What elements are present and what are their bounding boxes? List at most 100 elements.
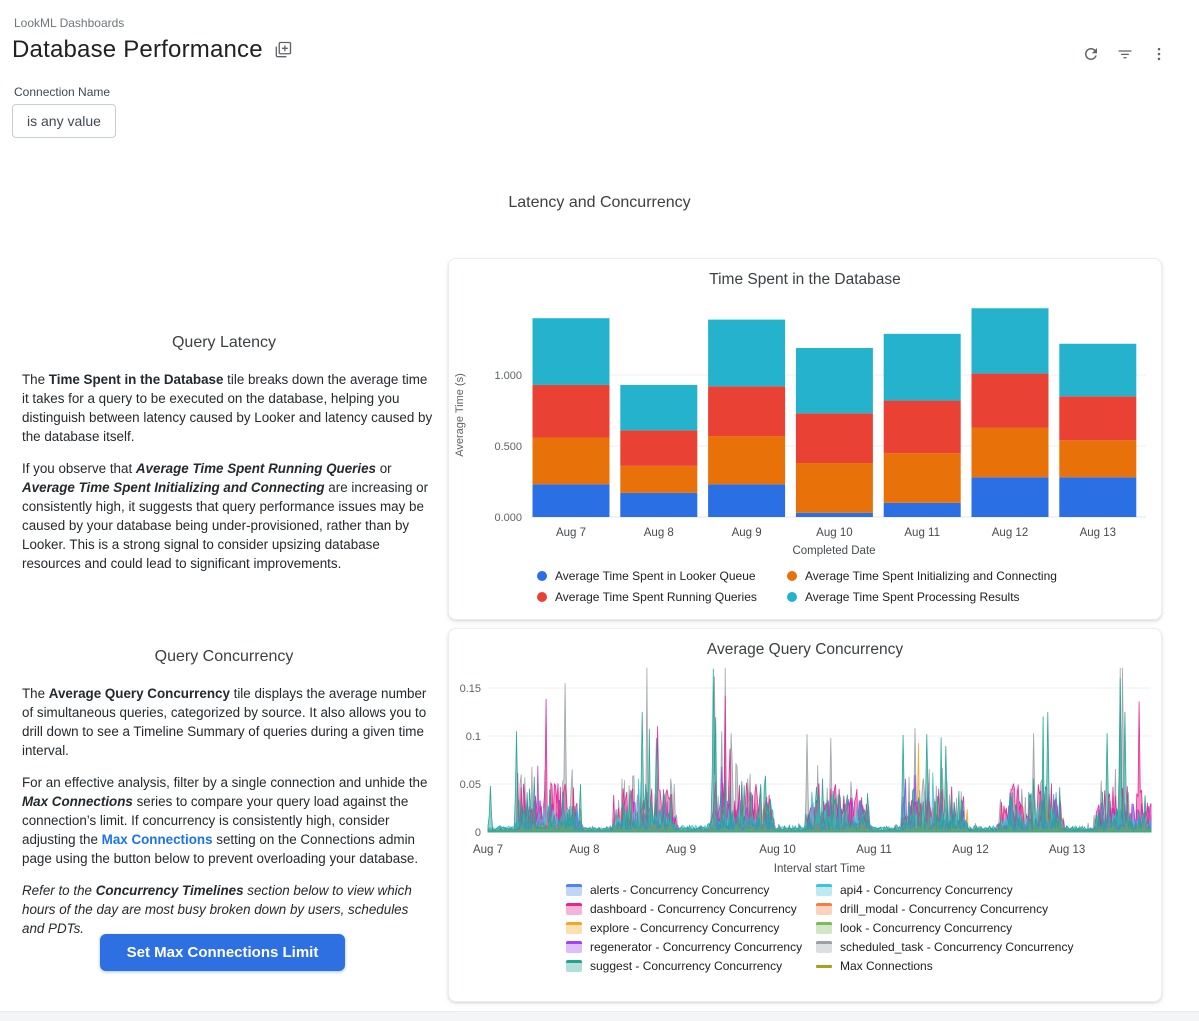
bar-segment-average-time-spent-running-queries[interactable] [532, 384, 610, 438]
legend-swatch [816, 922, 832, 934]
bar-segment-average-time-spent-initializing-and-connecting[interactable] [708, 436, 786, 485]
legend-swatch [816, 964, 832, 968]
bar-segment-average-time-spent-processing-results[interactable] [795, 348, 873, 414]
bar-segment-average-time-spent-in-looker-queue[interactable] [532, 484, 610, 517]
area-chart-title: Average Query Concurrency [706, 641, 904, 658]
bar-segment-average-time-spent-initializing-and-connecting[interactable] [795, 463, 873, 513]
filter-icon[interactable] [1111, 40, 1139, 68]
legend-item-explore-concurrency-concurrency[interactable]: explore - Concurrency Concurrency [566, 921, 816, 935]
legend-item-drill-modal-concurrency-concurrency[interactable]: drill_modal - Concurrency Concurrency [816, 902, 1073, 916]
bar-segment-average-time-spent-processing-results[interactable] [708, 319, 786, 387]
bar-segment-average-time-spent-running-queries[interactable] [883, 400, 961, 454]
bar-segment-average-time-spent-in-looker-queue[interactable] [1059, 477, 1137, 517]
query-concurrency-heading: Query Concurrency [154, 648, 294, 665]
x-tick-label: Aug 13 [1049, 844, 1085, 856]
legend-swatch [566, 960, 582, 972]
bar-segment-average-time-spent-initializing-and-connecting[interactable] [971, 427, 1049, 478]
legend-label: look - Concurrency Concurrency [840, 921, 1013, 935]
legend-label: Average Time Spent Initializing and Conn… [805, 569, 1057, 583]
legend-item-suggest-concurrency-concurrency[interactable]: suggest - Concurrency Concurrency [566, 959, 816, 973]
bar-segment-average-time-spent-processing-results[interactable] [883, 333, 961, 401]
bar-segment-average-time-spent-processing-results[interactable] [1059, 343, 1137, 397]
x-tick-label: Aug 12 [952, 844, 988, 856]
legend-item-scheduled-task-concurrency-concurrency[interactable]: scheduled_task - Concurrency Concurrency [816, 940, 1073, 954]
legend-label: drill_modal - Concurrency Concurrency [840, 902, 1049, 916]
legend-swatch [566, 941, 582, 953]
x-tick-label: Aug 13 [1080, 527, 1116, 539]
y-axis-title: Average Time (s) [454, 373, 466, 457]
max-connections-link[interactable]: Max Connections [101, 832, 213, 847]
legend-swatch [566, 922, 582, 934]
filter-label: Connection Name [14, 85, 111, 99]
filter-value: is any value [27, 113, 101, 129]
concurrency-area-chart[interactable]: 0 0.05 0.1 0.15 Aug 7 Aug 8 Aug 9 Aug 10 Aug 11 A… [449, 667, 1161, 879]
x-tick-label: Aug 7 [556, 527, 586, 539]
legend-item-regenerator-concurrency-concurrency[interactable]: regenerator - Concurrency Concurrency [566, 940, 816, 954]
section-title: Latency and Concurrency [508, 194, 691, 211]
x-tick-label: Aug 9 [732, 527, 762, 539]
bar-segment-average-time-spent-initializing-and-connecting[interactable] [1059, 440, 1137, 478]
bar-segment-average-time-spent-processing-results[interactable] [620, 384, 698, 431]
copy-dashboard-icon[interactable] [272, 39, 294, 61]
legend-swatch [537, 592, 547, 602]
bar-segment-average-time-spent-processing-results[interactable] [532, 318, 610, 385]
x-tick-label: Aug 10 [759, 844, 795, 856]
bar-segment-average-time-spent-initializing-and-connecting[interactable] [532, 437, 610, 485]
bar-segment-average-time-spent-running-queries[interactable] [708, 386, 786, 437]
legend-label: explore - Concurrency Concurrency [590, 921, 780, 935]
legend-swatch [537, 571, 547, 581]
connection-name-filter[interactable]: is any value [12, 104, 116, 138]
y-tick-label: 0.500 [494, 441, 522, 453]
bar-segment-average-time-spent-in-looker-queue[interactable] [795, 512, 873, 517]
legend-label: scheduled_task - Concurrency Concurrency [840, 940, 1074, 954]
paragraph: If you observe that Average Time Spent R… [22, 461, 429, 571]
legend-item-average-time-spent-in-looker-queue[interactable]: Average Time Spent in Looker Queue [537, 569, 761, 583]
title-row: Database Performance [12, 36, 294, 64]
legend-label: suggest - Concurrency Concurrency [590, 959, 783, 973]
legend-item-average-time-spent-initializing-and-connecting[interactable]: Average Time Spent Initializing and Conn… [787, 569, 1057, 583]
legend-item-average-time-spent-running-queries[interactable]: Average Time Spent Running Queries [537, 590, 761, 604]
legend-label: Average Time Spent in Looker Queue [555, 569, 756, 583]
bar-segment-average-time-spent-running-queries[interactable] [971, 373, 1049, 428]
bar-segment-average-time-spent-in-looker-queue[interactable] [883, 502, 961, 517]
legend-swatch [816, 903, 832, 915]
bar-segment-average-time-spent-initializing-and-connecting[interactable] [883, 453, 961, 503]
area-series-suggest-concurrency-concurrency[interactable] [487, 668, 1152, 833]
bar-chart-title: Time Spent in the Database [709, 271, 901, 288]
next-section-edge [0, 1011, 1199, 1021]
bar-segment-average-time-spent-in-looker-queue[interactable] [971, 477, 1049, 517]
legend-label: dashboard - Concurrency Concurrency [590, 902, 797, 916]
y-tick-label: 0.05 [460, 779, 481, 791]
legend-item-average-time-spent-processing-results[interactable]: Average Time Spent Processing Results [787, 590, 1057, 604]
legend-item-max-connections[interactable]: Max Connections [816, 959, 1073, 973]
refresh-icon[interactable] [1077, 40, 1105, 68]
legend-item-alerts-concurrency-concurrency[interactable]: alerts - Concurrency Concurrency [566, 883, 816, 897]
query-concurrency-card: Average Query Concurrency 0 0.05 0.1 0.15 Au… [448, 628, 1162, 1002]
set-max-connections-button[interactable]: Set Max Connections Limit [100, 934, 345, 971]
paragraph: The Time Spent in the Database tile brea… [22, 372, 433, 444]
x-tick-label: Aug 11 [856, 844, 892, 856]
page-title: Database Performance [12, 36, 263, 63]
bar-segment-average-time-spent-in-looker-queue[interactable] [708, 484, 786, 517]
bar-segment-average-time-spent-initializing-and-connecting[interactable] [620, 465, 698, 493]
x-tick-label: Aug 9 [666, 844, 696, 856]
bar-segment-average-time-spent-in-looker-queue[interactable] [620, 492, 698, 517]
bar-segment-average-time-spent-running-queries[interactable] [1059, 396, 1137, 441]
kebab-menu-icon[interactable] [1145, 40, 1173, 68]
breadcrumb[interactable]: LookML Dashboards [14, 16, 125, 30]
bar-segment-average-time-spent-running-queries[interactable] [795, 413, 873, 464]
x-tick-label: Aug 12 [992, 527, 1028, 539]
legend-item-look-concurrency-concurrency[interactable]: look - Concurrency Concurrency [816, 921, 1073, 935]
legend-item-api4-concurrency-concurrency[interactable]: api4 - Concurrency Concurrency [816, 883, 1073, 897]
y-tick-label: 0.000 [494, 512, 522, 524]
y-tick-label: 0 [475, 827, 481, 839]
area-chart-legend: alerts - Concurrency Concurrency api4 - C… [566, 883, 1073, 973]
bar-chart-legend: Average Time Spent in Looker Queue Averag… [537, 569, 1057, 604]
bar-segment-average-time-spent-running-queries[interactable] [620, 430, 698, 466]
paragraph: For an effective analysis, filter by a s… [22, 775, 428, 866]
legend-item-dashboard-concurrency-concurrency[interactable]: dashboard - Concurrency Concurrency [566, 902, 816, 916]
legend-label: regenerator - Concurrency Concurrency [590, 940, 803, 954]
bar-segment-average-time-spent-processing-results[interactable] [971, 308, 1049, 374]
time-spent-bar-chart[interactable]: 0.000 0.500 1.000 Aug 7 Aug 8 Aug 9 Aug 10 Aug … [449, 287, 1161, 559]
